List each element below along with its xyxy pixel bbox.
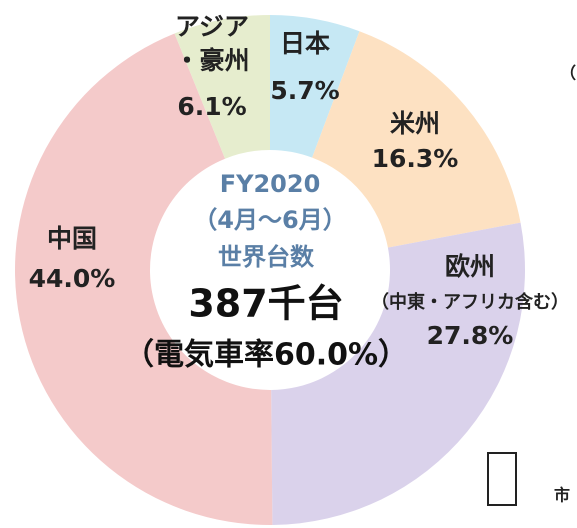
donut-segment [174,15,270,159]
category-label: アジア・豪州 [174,12,249,75]
center-text: （電気車率60.0%） [124,338,408,373]
center-text: 387千台 [188,282,343,326]
label-line: アジア [175,12,249,41]
value-label: 5.7% [270,76,339,105]
value-label: 44.0% [29,264,116,293]
frame-box [487,452,517,506]
value-label: 27.8% [427,321,514,350]
donut-segment [14,33,273,526]
category-label: 日本 [280,29,330,58]
value-label: 16.3% [372,144,459,173]
center-text: FY2020 [220,170,321,198]
side-text: （ [560,64,576,83]
category-note: （中東・アフリカ含む） [371,291,569,313]
label-line: ・豪州 [174,46,249,75]
center-text: 世界台数 [218,243,315,271]
category-label: 米州 [390,109,440,138]
labels: 日本 5.7% 米州 16.3% 欧州 （中東・アフリカ含む） 27.8% 中国 44.0% アジ… [29,12,576,505]
donut-segment [312,31,521,248]
center-text: （4月～6月） [193,206,346,234]
value-label: 6.1% [177,92,246,121]
side-text: 市 [554,486,570,505]
donut-segment [270,15,360,158]
donut [14,15,525,526]
donut-segment [271,222,525,525]
category-label: 欧州 [445,252,495,281]
category-label: 中国 [47,224,97,253]
